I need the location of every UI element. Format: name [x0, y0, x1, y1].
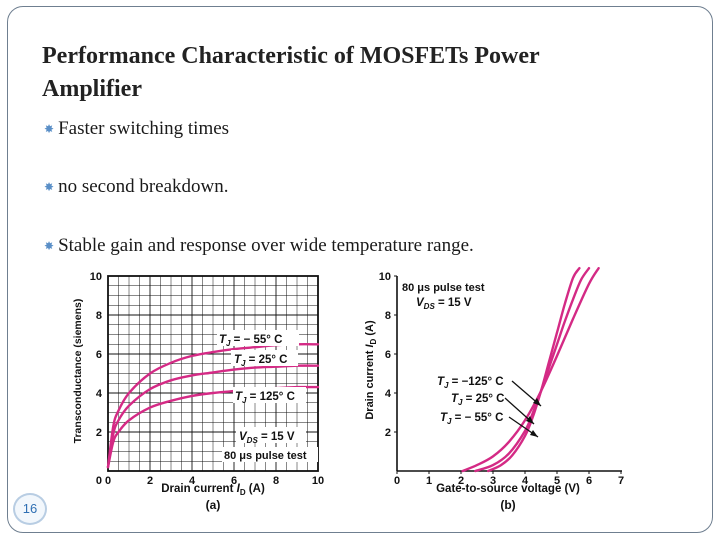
chart-b-annotation-tj-25: TJ = 25° C	[451, 393, 504, 407]
chart-b-y-axis-label: Drain current ID (A)	[364, 320, 378, 420]
chart-a-y-tick-label: 10	[90, 271, 102, 283]
chart-b-x-axis-label: Gate-to-source voltage (V)	[436, 483, 580, 495]
chart-b-x-tick-label: 4	[522, 475, 529, 487]
chart-b-series-line-1	[461, 267, 600, 473]
chart-b-x-tick-label: 3	[490, 475, 496, 487]
chart-b-annotation-tj-55: TJ = − 55° C	[440, 412, 503, 426]
chart-a-plot-frame	[107, 275, 319, 472]
page-number: 16	[13, 493, 47, 525]
chart-a-x-tick-label: 8	[273, 475, 279, 487]
bullet-text: Stable gain and response over wide tempe…	[58, 235, 474, 256]
chart-a-panel-label: (a)	[206, 498, 221, 512]
chart-a-annotation-tj-neg55: TJ = − 55° C	[219, 334, 282, 348]
slide-frame	[7, 6, 713, 533]
chart-a-y-tick-label: 6	[96, 349, 102, 361]
chart-a-annotation-vds: VDS = 15 V	[239, 431, 295, 445]
chart-a-x-tick-label: 0	[105, 475, 111, 487]
chart-b-annotation-vds: VDS = 15 V	[416, 297, 472, 311]
chart-b-y-tick-label: 8	[385, 310, 391, 322]
chart-b: 0 1 2 3 4 5 6 7 2 4 6 8 10 Drain current ID (A) Gate…	[364, 267, 624, 512]
chart-b-x-tick-label: 1	[426, 475, 432, 487]
chart-a-y-tick-label: 4	[96, 388, 103, 400]
arrowhead-icon	[533, 398, 541, 406]
chart-b-annotation-tj-125: TJ = −125° C	[437, 376, 504, 390]
chart-b-series-line-3	[487, 267, 581, 473]
slide-title: Performance Characteristic of MOSFETs Po…	[42, 40, 682, 106]
chart-b-annotation-pulse: 80 μs pulse test	[402, 282, 485, 294]
bullet-item: ✸ no second breakdown.	[44, 176, 229, 198]
chart-a-annotation-tj-25: TJ = 25° C	[234, 354, 287, 368]
chart-b-ticks: 0 1 2 3 4 5 6 7 2 4 6 8 10	[379, 271, 624, 487]
chart-b-panel-label: (b)	[500, 498, 515, 512]
chart-b-series-line-2	[474, 267, 591, 473]
chart-b-y-tick-label: 10	[379, 271, 391, 283]
title-line-2: Amplifier	[42, 76, 142, 102]
chart-b-y-tick-label: 4	[385, 388, 392, 400]
bullet-text: no second breakdown.	[58, 176, 229, 197]
bullet-item: ✸ Faster switching times	[44, 118, 229, 140]
title-line-1: Performance Characteristic of MOSFETs Po…	[42, 43, 540, 69]
chart-a-y-axis-label: Transconductance (siemens)	[72, 299, 84, 444]
chart-a-x-tick-label: 4	[189, 475, 196, 487]
chart-a-x-tick-label: 2	[147, 475, 153, 487]
arrowhead-icon	[530, 430, 538, 437]
chart-a-y-zero-label: 0	[96, 475, 102, 487]
annotation-bg	[231, 350, 298, 366]
annotation-bg	[222, 447, 318, 462]
chart-b-x-tick-label: 2	[458, 475, 464, 487]
chart-a-x-axis-label: Drain current ID (A)	[161, 483, 265, 497]
chart-a-y-tick-label: 2	[96, 427, 102, 439]
chart-a-y-tick-label: 8	[96, 310, 102, 322]
bullet-marker-icon: ✸	[44, 122, 55, 136]
chart-b-x-tick-label: 0	[394, 475, 400, 487]
chart-b-y-tick-label: 2	[385, 427, 391, 439]
chart-b-series	[461, 267, 600, 473]
bullet-item: ✸ Stable gain and response over wide tem…	[44, 235, 474, 257]
chart-a-ticks: 0 2 4 6 8 10 2 4 6 8 10 0	[90, 271, 324, 487]
chart-a-annotation-pulse: 80 μs pulse test	[224, 450, 307, 462]
chart-a-x-tick-label: 10	[312, 475, 324, 487]
chart-a-series-line-2	[106, 364, 320, 469]
annotation-bg	[399, 279, 491, 313]
bullet-text: Faster switching times	[58, 118, 230, 139]
chart-b-y-tick-label: 6	[385, 349, 391, 361]
chart-a: 0 2 4 6 8 10 2 4 6 8 10 0 Transconductance (siemens…	[72, 271, 324, 512]
arrowhead-icon	[526, 416, 534, 424]
chart-b-x-tick-label: 5	[554, 475, 560, 487]
chart-a-annotation-tj-125: TJ = 125° C	[235, 391, 295, 405]
chart-a-x-tick-label: 6	[231, 475, 237, 487]
bullet-marker-icon: ✸	[44, 180, 55, 194]
annotation-bg	[233, 387, 306, 403]
annotation-bg	[236, 427, 306, 443]
chart-b-x-tick-label: 6	[586, 475, 592, 487]
annotation-bg	[217, 330, 299, 346]
bullet-marker-icon: ✸	[44, 239, 55, 253]
chart-b-x-tick-label: 7	[618, 475, 624, 487]
